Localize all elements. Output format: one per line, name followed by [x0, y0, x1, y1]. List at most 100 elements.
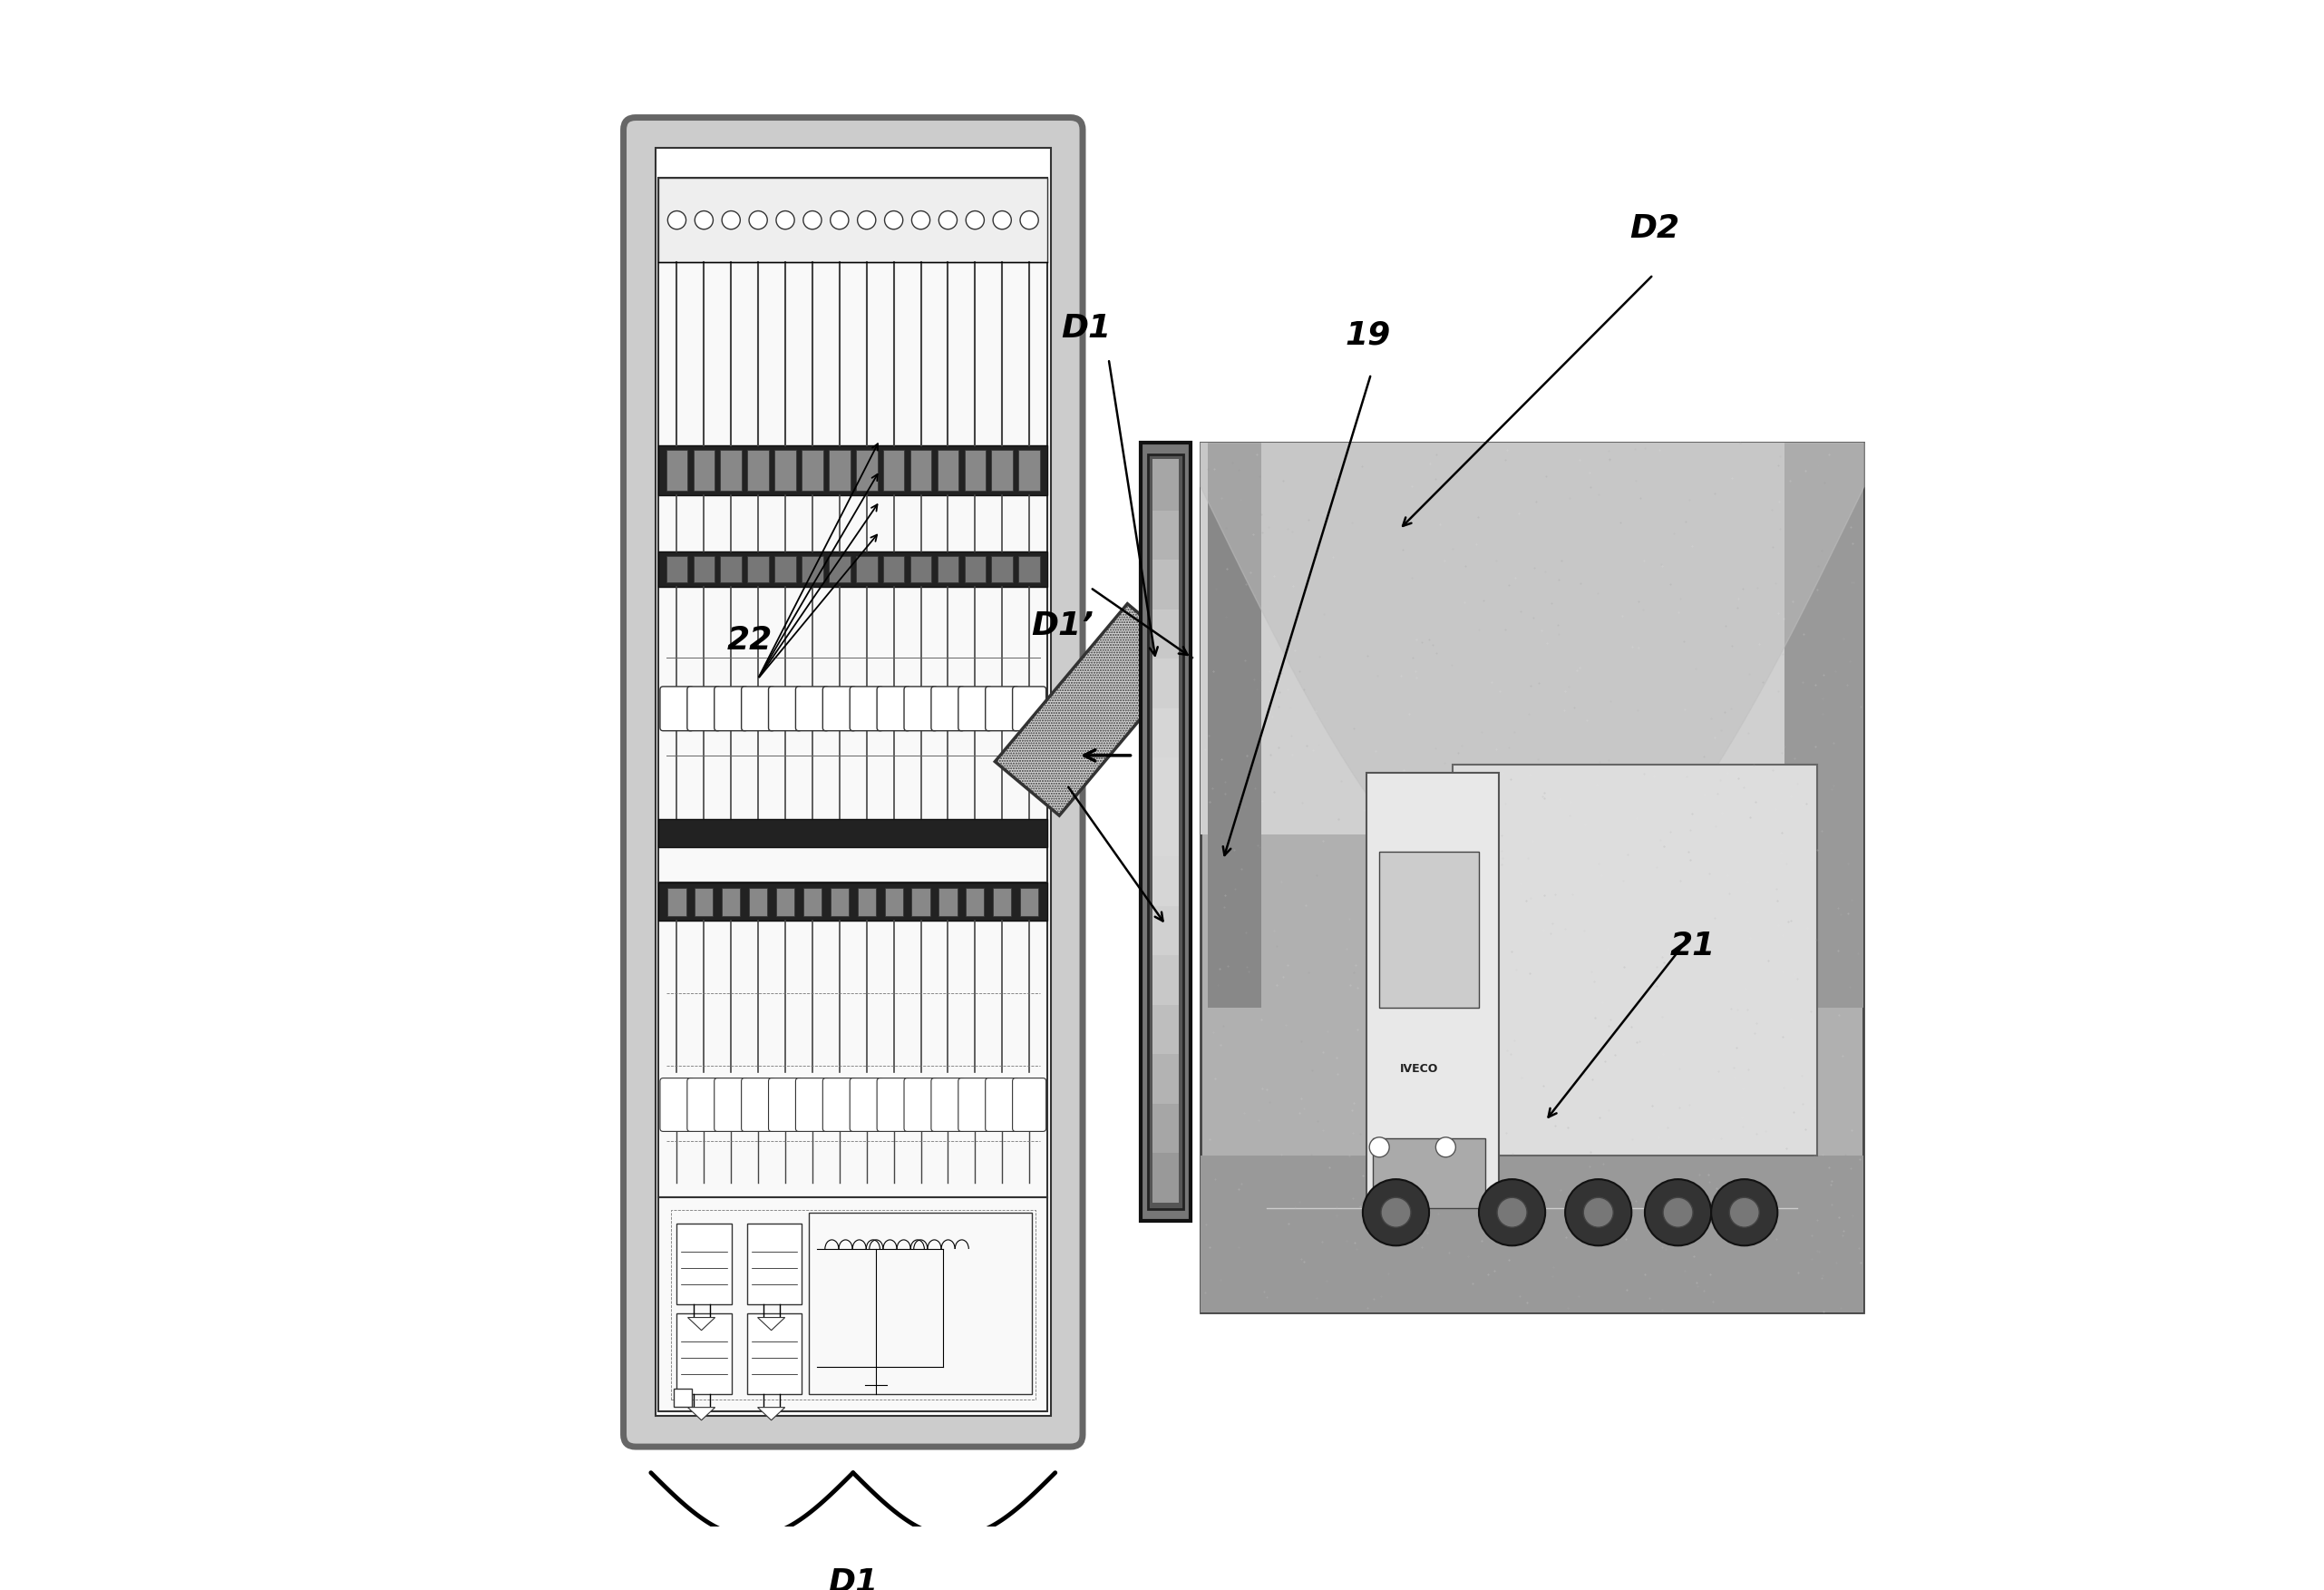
Bar — [1020, 887, 1039, 916]
Bar — [1153, 460, 1178, 510]
Bar — [693, 556, 716, 582]
Bar — [667, 887, 686, 916]
Bar — [667, 450, 688, 490]
Bar — [992, 556, 1013, 582]
Bar — [658, 178, 1048, 262]
Bar — [1452, 765, 1817, 1156]
Circle shape — [1583, 1197, 1613, 1227]
FancyBboxPatch shape — [823, 687, 855, 731]
FancyBboxPatch shape — [713, 687, 748, 731]
Bar — [658, 445, 1048, 494]
Bar — [1153, 509, 1178, 560]
Bar — [1141, 442, 1190, 1221]
Circle shape — [748, 211, 767, 229]
Text: D1: D1 — [1060, 313, 1111, 343]
Bar — [676, 1313, 732, 1394]
Bar — [674, 1388, 693, 1407]
Circle shape — [695, 211, 713, 229]
Bar — [746, 1223, 802, 1305]
FancyBboxPatch shape — [795, 687, 830, 731]
Text: D1’: D1’ — [1032, 611, 1095, 641]
Bar — [655, 148, 1050, 1417]
Bar — [967, 887, 983, 916]
Bar — [1153, 1053, 1178, 1103]
FancyBboxPatch shape — [957, 687, 992, 731]
Polygon shape — [688, 1318, 716, 1331]
Bar — [776, 887, 795, 916]
FancyBboxPatch shape — [1013, 1078, 1046, 1132]
Bar — [720, 556, 741, 582]
Bar — [1153, 1102, 1178, 1153]
FancyBboxPatch shape — [795, 1078, 830, 1132]
Bar — [802, 556, 823, 582]
Bar — [911, 556, 932, 582]
Bar — [658, 552, 1048, 587]
FancyBboxPatch shape — [1013, 687, 1046, 731]
Bar — [1153, 657, 1178, 708]
Text: IVECO: IVECO — [1399, 1064, 1439, 1075]
Circle shape — [830, 211, 848, 229]
Bar — [1153, 706, 1178, 757]
Bar — [939, 887, 957, 916]
FancyBboxPatch shape — [985, 687, 1018, 731]
Bar — [658, 882, 1048, 1197]
Polygon shape — [995, 604, 1192, 816]
Circle shape — [667, 211, 686, 229]
Circle shape — [1497, 1197, 1527, 1227]
Bar — [855, 556, 876, 582]
Bar — [748, 450, 769, 490]
Bar — [723, 887, 741, 916]
Bar — [885, 887, 902, 916]
Bar — [830, 887, 848, 916]
FancyBboxPatch shape — [985, 1078, 1018, 1132]
Bar — [1153, 461, 1178, 1202]
Bar — [1153, 1151, 1178, 1202]
Circle shape — [1369, 1137, 1390, 1158]
FancyBboxPatch shape — [769, 687, 802, 731]
FancyBboxPatch shape — [623, 118, 1083, 1447]
Bar — [720, 450, 741, 490]
Bar — [1153, 558, 1178, 609]
Circle shape — [723, 211, 741, 229]
Bar — [1367, 773, 1499, 1208]
Bar — [1153, 806, 1178, 857]
Polygon shape — [758, 1318, 786, 1331]
Circle shape — [992, 211, 1011, 229]
Bar — [855, 450, 876, 490]
Bar — [802, 450, 823, 490]
Bar — [992, 450, 1013, 490]
Bar — [695, 887, 713, 916]
Bar — [937, 556, 957, 582]
Circle shape — [1729, 1197, 1759, 1227]
Circle shape — [1645, 1180, 1710, 1245]
Bar — [1153, 755, 1178, 808]
Text: D1: D1 — [827, 1568, 878, 1590]
Circle shape — [911, 211, 930, 229]
FancyBboxPatch shape — [688, 687, 720, 731]
Bar — [1153, 855, 1178, 906]
Bar — [1199, 1156, 1864, 1312]
Bar — [1148, 455, 1183, 1208]
Bar — [1018, 556, 1039, 582]
Bar — [1380, 851, 1478, 1008]
Circle shape — [1362, 1180, 1429, 1245]
Bar — [658, 178, 1048, 882]
Bar — [746, 1313, 802, 1394]
Bar — [1373, 1138, 1485, 1208]
Bar — [964, 556, 985, 582]
Bar — [1199, 442, 1864, 835]
Bar — [830, 556, 851, 582]
Polygon shape — [688, 1407, 716, 1420]
Circle shape — [804, 211, 823, 229]
Bar — [658, 1197, 1048, 1412]
Bar — [1199, 442, 1864, 1312]
Bar — [911, 450, 932, 490]
Circle shape — [1664, 1197, 1692, 1227]
FancyBboxPatch shape — [932, 687, 964, 731]
FancyBboxPatch shape — [932, 1078, 964, 1132]
Bar — [1153, 905, 1178, 956]
FancyBboxPatch shape — [713, 1078, 748, 1132]
Bar — [911, 887, 930, 916]
Bar — [809, 1213, 1032, 1394]
Bar — [858, 887, 876, 916]
